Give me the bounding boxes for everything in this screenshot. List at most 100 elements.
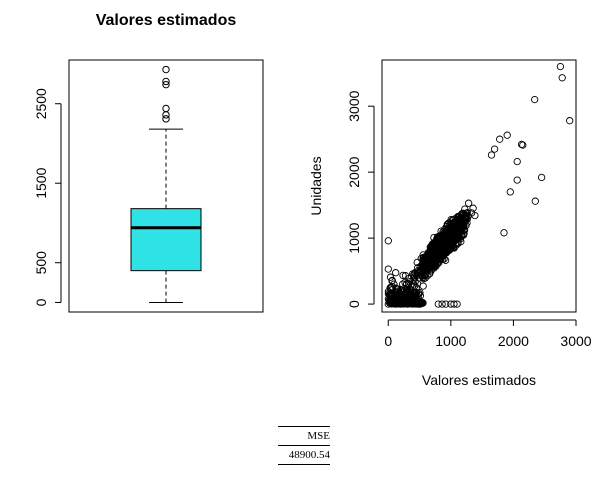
scatter-point-1501: [388, 276, 396, 285]
scatter-point-1289: [440, 231, 449, 239]
scatter-point-1298: [429, 252, 438, 260]
scatter-point-1251: [427, 261, 435, 270]
boxplot-frame: [68, 59, 264, 313]
scatter-point-1271: [420, 266, 428, 274]
scatter-points: [384, 62, 574, 308]
scatter-x-tick-label-3: 3000: [560, 333, 591, 349]
table-top-rule: [278, 426, 330, 427]
scatter-y-tick-label-3: 3000: [346, 90, 362, 121]
scatter-point-1273: [427, 258, 436, 266]
scatter-point-1446: [412, 283, 420, 292]
scatter-point-1269: [457, 220, 465, 228]
scatter-y-tick-label-2: 2000: [346, 156, 362, 187]
boxplot-outlier-0: [162, 115, 170, 123]
scatter-point-1593: [531, 95, 539, 104]
scatter-point-1234: [451, 220, 459, 228]
scatter-panel: 0 1000 2000 3000 0 1000 2000 3000 Valores esti…: [308, 59, 592, 388]
boxplot-outlier-3: [162, 80, 170, 89]
scatter-point-1295: [419, 254, 427, 263]
mse-value: 48900.54: [288, 449, 330, 461]
scatter-point-1487: [416, 288, 424, 297]
scatter-x-label: Valores estimados: [422, 372, 536, 388]
scatter-point-1596: [519, 141, 527, 149]
scatter-point-1612: [442, 300, 450, 308]
boxplot-y-tick-label-1: 500: [33, 251, 49, 275]
scatter-point-1293: [437, 243, 445, 251]
boxplot-outlier-4: [162, 77, 170, 86]
scatter-point-1296: [453, 229, 461, 237]
scatter-point-1614: [434, 300, 442, 308]
scatter-point-1238: [455, 213, 463, 222]
table-mid-rule: [278, 445, 330, 446]
table-bottom-rule: [278, 464, 330, 465]
scatter-point-1299: [440, 242, 449, 251]
scatter-point-1606: [384, 237, 392, 245]
mse-header: MSE: [307, 430, 330, 442]
scatter-point-1610: [453, 300, 461, 308]
scatter-point-1284: [444, 236, 452, 245]
scatter-point-1584: [418, 298, 427, 307]
scatter-y-axis: 0 1000 2000 3000: [346, 90, 375, 308]
scatter-y-tick-label-0: 0: [346, 300, 362, 308]
scatter-point-1442: [415, 274, 424, 282]
scatter-point-1589: [388, 298, 396, 307]
scatter-point-1218: [422, 270, 430, 278]
scatter-point-1591: [558, 74, 566, 82]
scatter-point-1517: [411, 270, 419, 278]
scatter-x-tick-label-2: 2000: [498, 333, 529, 349]
scatter-point-1586: [415, 299, 423, 307]
scatter-point-1494: [387, 284, 395, 292]
scatter-x-tick-label-0: 0: [384, 333, 392, 349]
scatter-point-1104: [450, 244, 458, 252]
scatter-point-1346: [399, 271, 407, 280]
scatter-point-1086: [460, 212, 469, 221]
scatter-point-1595: [517, 140, 526, 149]
scatter-point-1603: [490, 145, 499, 153]
scatter-point-1602: [500, 229, 508, 237]
scatter-y-label: Unidades: [308, 156, 324, 215]
scatter-point-789: [469, 204, 477, 212]
scatter-point-1599: [513, 176, 521, 184]
scatter-point-1583: [419, 299, 427, 307]
scatter-point-1493: [401, 278, 409, 287]
scatter-point-1297: [432, 241, 441, 249]
scatter-point-1592: [566, 117, 574, 125]
scatter-point-1267: [467, 209, 476, 217]
boxplot-outlier-2: [162, 104, 170, 113]
scatter-point-1613: [438, 300, 446, 308]
boxplot-title: Valores estimados: [96, 12, 237, 29]
boxplot-panel: Valores estimados 0 500 1500 2500: [33, 12, 264, 313]
boxplot-body: [130, 128, 202, 303]
scatter-point-1451: [413, 271, 421, 280]
boxplot-outliers: [162, 65, 170, 123]
scatter-point-158: [464, 199, 473, 207]
scatter-point-1575: [400, 299, 409, 307]
scatter-point-1604: [496, 135, 504, 143]
scatter-point-1582: [411, 300, 420, 308]
scatter-point-1590: [556, 62, 565, 71]
scatter-point-1515: [392, 269, 400, 277]
scatter-point-1290: [452, 225, 460, 233]
boxplot-outlier-5: [162, 65, 170, 74]
scatter-point-1432: [392, 284, 400, 292]
scatter-point-1598: [537, 173, 546, 182]
scatter-point-1514: [405, 280, 413, 288]
scatter-point-1605: [487, 151, 496, 159]
scatter-x-axis: 0 1000 2000 3000: [384, 319, 592, 349]
boxplot-y-tick-label-3: 2500: [33, 88, 49, 119]
scatter-point-812: [462, 214, 470, 222]
scatter-point-1268: [460, 225, 468, 234]
boxplot-outlier-1: [162, 111, 170, 119]
scatter-y-tick-label-1: 1000: [346, 222, 362, 253]
scatter-point-1275: [451, 230, 459, 238]
boxplot-iqr-box: [130, 208, 202, 272]
scatter-point-1607: [384, 265, 392, 273]
scatter-point-1597: [513, 157, 521, 166]
scatter-point-1573: [405, 299, 413, 308]
scatter-point-1519: [388, 291, 396, 300]
scatter-point-1282: [441, 237, 450, 245]
scatter-frame: [381, 59, 577, 313]
scatter-point-1072: [426, 269, 434, 278]
scatter-point-1594: [503, 131, 511, 139]
